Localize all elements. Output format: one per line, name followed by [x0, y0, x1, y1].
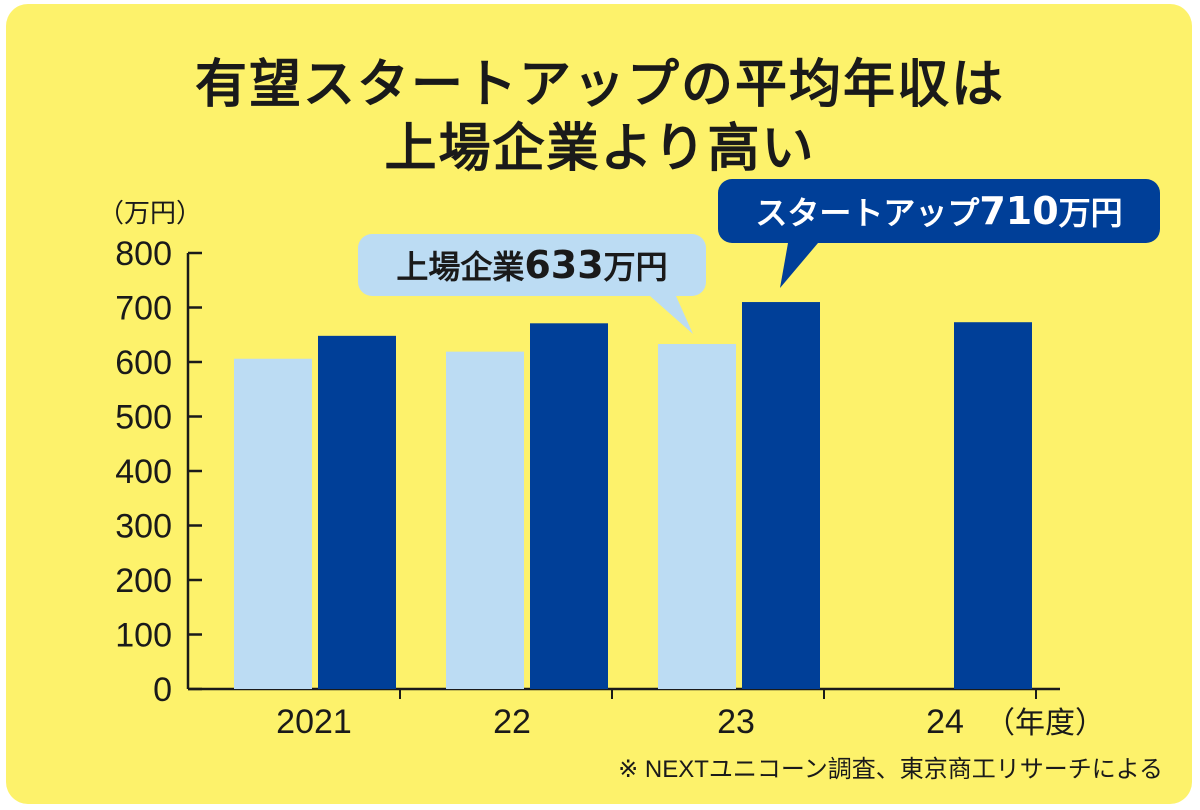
y-tick-label: 500	[115, 399, 172, 437]
chart-title-line-2: 上場企業より高い	[384, 119, 816, 179]
x-category-label: 2021	[276, 703, 352, 741]
callout-label: スタートアップ710万円	[755, 189, 1122, 233]
callout-pointer	[780, 243, 818, 288]
callout-label-prefix: スタートアップ	[755, 194, 980, 232]
callout-label-value: 633	[524, 243, 603, 287]
bar-startup	[318, 335, 396, 689]
callout-label-suffix: 万円	[604, 248, 668, 286]
callout-box	[358, 234, 706, 296]
callout-label-suffix: 万円	[1059, 194, 1123, 232]
callout-pointer	[650, 296, 693, 334]
x-axis-unit-label: （年度）	[985, 707, 1105, 740]
y-tick-label: 600	[115, 344, 172, 382]
y-tick-label: 100	[115, 617, 172, 655]
bar-startup	[530, 323, 608, 689]
source-note: ※ NEXTユニコーン調査、東京商工リサーチによる	[618, 756, 1163, 783]
bar-startup	[954, 322, 1032, 689]
y-tick-label: 200	[115, 562, 172, 600]
x-category-label: 24	[926, 703, 964, 741]
chart-title-line-1: 有望スタートアップの平均年収は	[194, 55, 1005, 115]
bar-listed-company	[234, 358, 312, 689]
y-tick-label: 700	[115, 290, 172, 328]
y-tick-label: 0	[153, 671, 172, 709]
x-category-label: 23	[717, 703, 755, 741]
y-tick-label: 400	[115, 453, 172, 491]
y-tick-label: 300	[115, 508, 172, 546]
bar-listed-company	[446, 351, 524, 689]
callout-label: 上場企業633万円	[396, 243, 667, 287]
bar-listed-company	[658, 344, 736, 689]
y-tick-label: 800	[115, 235, 172, 273]
callout-box	[718, 179, 1160, 243]
x-category-label: 22	[493, 703, 531, 741]
y-axis-unit-label: （万円）	[98, 198, 202, 228]
callout-label-value: 710	[979, 189, 1058, 233]
callout-label-prefix: 上場企業	[396, 248, 524, 286]
bar-startup	[742, 302, 820, 689]
